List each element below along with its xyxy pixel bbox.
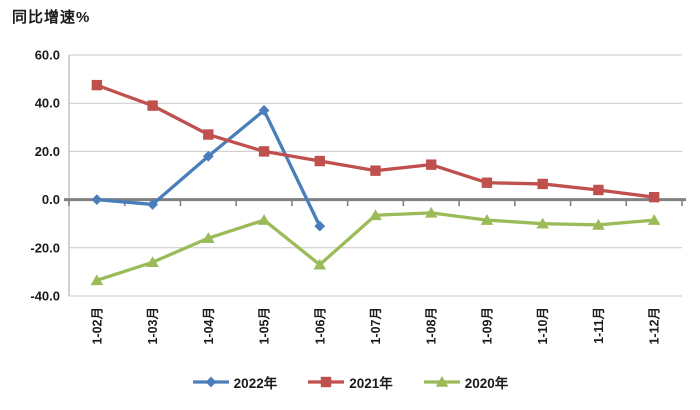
marker-diamond-icon [205,376,217,388]
marker-square-icon [370,165,381,176]
marker-square-icon [203,129,214,140]
legend-swatch [308,376,345,388]
marker-diamond-icon [258,105,270,116]
x-tick-label: 1-02月 [90,307,104,345]
legend-label: 2020年 [464,376,509,391]
x-tick-label: 1-04月 [202,307,216,345]
y-tick-label: -20.0 [30,240,60,255]
y-tick-label: -40.0 [30,289,60,304]
marker-triangle-icon [536,217,549,229]
marker-square-icon [648,191,660,203]
legend-item: 2022年 [192,372,278,392]
y-tick-label: 0.0 [42,192,60,207]
legend-item: 2020年 [423,372,509,392]
x-tick-label: 1-08月 [425,307,439,345]
marker-square-icon [147,100,158,111]
x-tick-label: 1-09月 [480,307,494,345]
x-tick-label: 1-03月 [146,307,160,345]
x-tick-label: 1-06月 [313,307,327,345]
legend-item: 2021年 [307,372,393,392]
marker-square-icon [426,159,437,170]
marker-triangle-icon [146,256,159,268]
marker-diamond-icon [202,150,214,162]
marker-square-icon [91,79,103,91]
y-tick-label: 60.0 [35,48,60,63]
legend-label: 2022年 [233,376,278,391]
marker-triangle-icon [202,232,215,243]
legend-swatch [192,376,229,388]
marker-square-icon [481,177,493,188]
marker-square-icon [321,376,332,388]
x-tick-label: 1-10月 [536,307,550,345]
marker-diamond-icon [91,194,103,205]
marker-triangle-icon [90,274,104,286]
legend-label: 2021年 [349,376,393,391]
marker-triangle-icon [313,258,327,270]
marker-square-icon [593,184,604,196]
y-axis-title: 同比增速% [12,9,91,26]
marker-square-icon [537,178,548,190]
marker-triangle-icon [424,206,438,218]
marker-triangle-icon [480,214,494,225]
legend: 2022年 2021年 2020年 [0,372,700,392]
legend-swatch [423,376,460,387]
marker-square-icon [258,146,270,157]
marker-triangle-icon [369,209,382,221]
marker-triangle-icon [592,218,605,230]
x-tick-label: 1-05月 [258,307,272,345]
x-tick-label: 1-12月 [648,307,662,345]
x-tick-label: 1-11月 [592,307,606,344]
y-tick-label: 40.0 [35,96,60,111]
marker-diamond-icon [147,199,158,210]
marker-diamond-icon [314,220,326,232]
marker-square-icon [314,155,325,167]
marker-triangle-icon [647,214,661,225]
marker-triangle-icon [257,214,271,225]
series-line [95,211,656,282]
series-line [95,108,322,228]
x-tick-label: 1-07月 [369,307,383,345]
y-tick-label: 20.0 [35,144,60,159]
marker-triangle-icon [435,376,449,387]
